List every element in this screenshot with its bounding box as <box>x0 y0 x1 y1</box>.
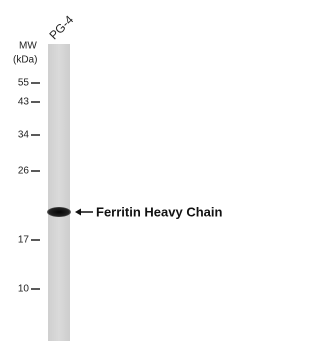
marker-group: 55 43 34 26 17 10 <box>18 78 40 295</box>
lane <box>48 44 70 341</box>
marker-label: 34 <box>18 130 30 141</box>
marker-label: 26 <box>18 166 30 177</box>
mw-unit: (kDa) <box>13 55 37 66</box>
page: {"lane": {"label": "PG-4"}, "mw": {"titl… <box>0 0 253 341</box>
marker-label: 43 <box>18 97 30 108</box>
band <box>47 207 71 217</box>
marker-label: 10 <box>18 284 30 295</box>
arrow-head <box>75 209 81 216</box>
lane-label: PG-4 <box>46 12 76 42</box>
mw-title: MW <box>19 41 37 52</box>
band-label: Ferritin Heavy Chain <box>96 204 222 219</box>
western-blot: PG-4 MW (kDa) 55 43 34 26 17 10 Ferritin… <box>0 0 253 341</box>
marker-label: 55 <box>18 78 30 89</box>
marker-label: 17 <box>18 235 30 246</box>
